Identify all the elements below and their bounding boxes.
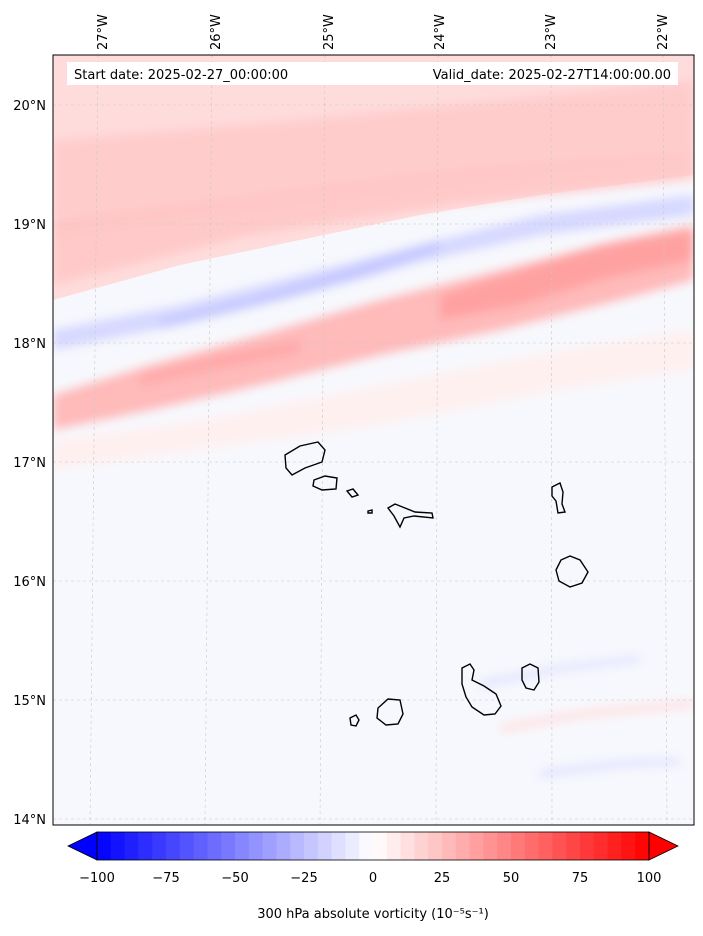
colorbar-bin xyxy=(635,832,650,860)
colorbar-bin xyxy=(400,832,415,860)
colorbar-bin xyxy=(414,832,429,860)
colorbar-bin xyxy=(179,832,195,860)
colorbar-tick-label: 50 xyxy=(503,871,520,886)
island-brava xyxy=(349,714,360,727)
colorbar-outline xyxy=(96,831,650,861)
vorticity-positive-core-east xyxy=(440,230,694,320)
vorticity-positive-core-west xyxy=(140,340,300,385)
colorbar-label: 300 hPa absolute vorticity (10⁻⁵s⁻¹) xyxy=(257,907,489,922)
island-branco xyxy=(367,509,373,514)
colorbar-bin xyxy=(276,832,291,860)
colorbar-bin xyxy=(386,832,402,860)
lat-label: 15°N xyxy=(13,694,46,709)
start-date-label: Start date: 2025-02-27_00:00:00 xyxy=(74,68,288,83)
lon-label: 27°W xyxy=(96,14,111,50)
lon-label: 24°W xyxy=(433,14,448,50)
colorbar-bin xyxy=(621,832,636,860)
colorbar-bin xyxy=(469,832,484,860)
valid-date-label: Valid_date: 2025-02-27T14:00:00.00 xyxy=(433,68,671,83)
colorbar-bin xyxy=(428,832,443,860)
island-sal xyxy=(551,482,566,514)
latitude-labels: 20°N 19°N 18°N 17°N 16°N 15°N 14°N xyxy=(13,99,46,828)
longitude-labels: 27°W 26°W 25°W 24°W 23°W 22°W xyxy=(96,14,671,50)
lat-label: 19°N xyxy=(13,218,46,233)
colorbar-tick-label: 25 xyxy=(434,871,451,886)
colorbar-bin xyxy=(455,832,471,860)
colorbar-bin xyxy=(483,832,498,860)
colorbar-tick-label: −50 xyxy=(221,871,248,886)
colorbar-bin xyxy=(538,832,553,860)
colorbar-bin xyxy=(607,832,622,860)
lat-label: 20°N xyxy=(13,99,46,114)
lat-label: 16°N xyxy=(13,575,46,590)
colorbar-bin xyxy=(97,832,112,860)
island-boa-vista xyxy=(555,555,589,588)
lat-label: 18°N xyxy=(13,337,46,352)
island-maio xyxy=(521,663,540,691)
colorbar-bin xyxy=(580,832,595,860)
vorticity-weak-positive-streak xyxy=(500,700,694,733)
vorticity-positive-band-b xyxy=(53,150,694,285)
colorbar-bin xyxy=(331,832,346,860)
colorbar-bin xyxy=(207,832,222,860)
lat-label: 14°N xyxy=(13,813,46,828)
colorbar-tick-label: 75 xyxy=(572,871,589,886)
colorbar-bin xyxy=(138,832,153,860)
colorbar-bin xyxy=(248,832,264,860)
colorbar-bin xyxy=(317,832,333,860)
colorbar-bins xyxy=(97,832,650,860)
colorbar-bin xyxy=(290,832,305,860)
vorticity-positive-band-north xyxy=(53,80,694,235)
vorticity-negative-core xyxy=(160,240,440,328)
colorbar-bin xyxy=(566,832,581,860)
colorbar-bin xyxy=(593,832,609,860)
header-background xyxy=(67,62,678,85)
coastlines xyxy=(284,441,589,727)
colorbar-ticks: −100 −75 −50 −25 0 25 50 75 100 xyxy=(79,871,661,886)
colorbar-bin xyxy=(110,832,126,860)
vorticity-field xyxy=(53,55,694,825)
island-fogo xyxy=(376,698,404,726)
colorbar-bin xyxy=(304,832,319,860)
lon-label: 26°W xyxy=(209,14,224,50)
vorticity-weak-positive-band xyxy=(53,330,694,470)
colorbar-bin xyxy=(373,832,388,860)
colorbar-bin xyxy=(359,832,374,860)
colorbar-extend-max xyxy=(648,831,679,861)
colorbar-bin xyxy=(497,832,512,860)
colorbar: −100 −75 −50 −25 0 25 50 75 100 300 hPa … xyxy=(67,831,679,922)
colorbar-bin xyxy=(193,832,208,860)
island-santo-antao xyxy=(284,441,326,476)
colorbar-tick-label: −100 xyxy=(79,871,115,886)
colorbar-bin xyxy=(552,832,567,860)
colorbar-tick-label: −75 xyxy=(152,871,179,886)
colorbar-bin xyxy=(166,832,181,860)
map-panel xyxy=(52,54,695,826)
colorbar-bin xyxy=(221,832,236,860)
island-sao-vicente xyxy=(312,475,338,491)
colorbar-bin xyxy=(442,832,457,860)
colorbar-tick-label: −25 xyxy=(290,871,317,886)
lon-label: 23°W xyxy=(544,14,559,50)
colorbar-extend-min xyxy=(67,831,98,861)
lon-label: 25°W xyxy=(322,14,337,50)
colorbar-bin xyxy=(524,832,540,860)
colorbar-bin xyxy=(511,832,526,860)
vorticity-weak-negative-streak xyxy=(480,655,640,688)
colorbar-bin xyxy=(262,832,277,860)
colorbar-tick-label: 0 xyxy=(369,871,377,886)
colorbar-bin xyxy=(235,832,250,860)
vorticity-weak-negative-streak-south xyxy=(540,758,680,778)
colorbar-bin xyxy=(345,832,360,860)
colorbar-bin xyxy=(152,832,167,860)
lat-label: 17°N xyxy=(13,456,46,471)
island-sao-nicolau xyxy=(386,503,434,529)
graticule xyxy=(53,55,694,825)
lon-label: 22°W xyxy=(656,14,671,50)
colorbar-bin xyxy=(124,832,139,860)
colorbar-tick-label: 100 xyxy=(637,871,662,886)
island-santa-luzia xyxy=(345,488,360,498)
island-santiago xyxy=(461,663,502,716)
map-border xyxy=(52,54,695,826)
